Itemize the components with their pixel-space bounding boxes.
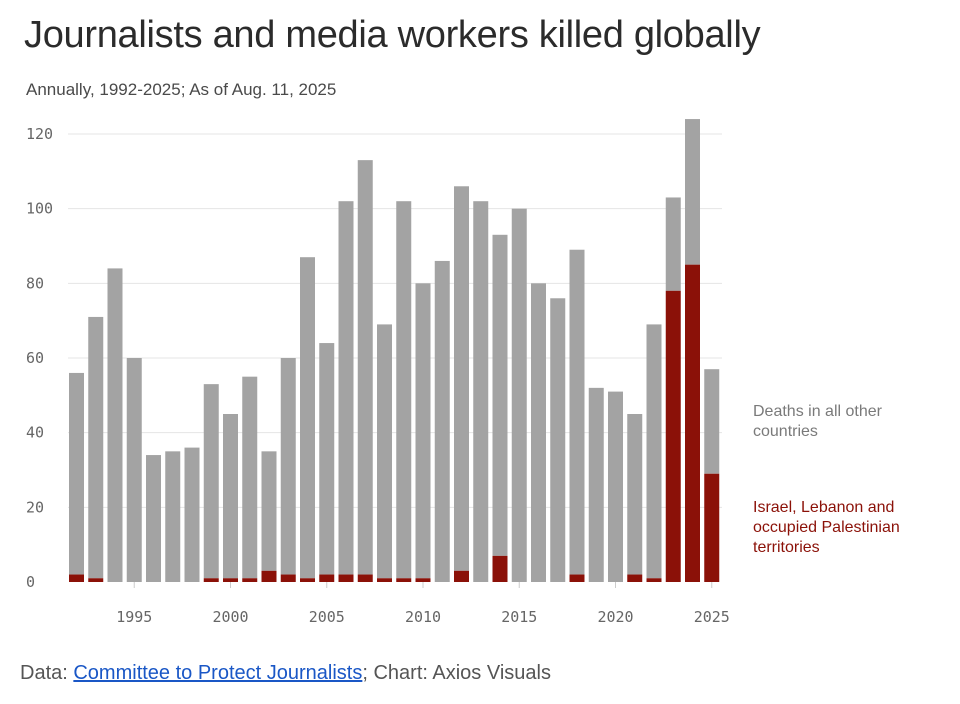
bar-other-1992 xyxy=(69,372,84,575)
bar-other-2002 xyxy=(261,451,277,571)
bar-other-2019 xyxy=(588,387,604,582)
bar-israel-2022 xyxy=(646,578,662,582)
x-tick-label: 2025 xyxy=(694,608,730,626)
bar-other-2016 xyxy=(531,283,546,582)
bar-other-2001 xyxy=(242,376,258,579)
chart-subtitle: Annually, 1992-2025; As of Aug. 11, 2025 xyxy=(26,80,337,99)
bar-israel-2003 xyxy=(280,574,296,582)
bar-other-2007 xyxy=(357,160,373,575)
bar-other-2018 xyxy=(569,249,585,575)
x-tick-label: 2015 xyxy=(501,608,537,626)
bar-other-1994 xyxy=(107,268,123,582)
bar-other-1997 xyxy=(165,451,181,582)
x-tick-label: 2005 xyxy=(309,608,345,626)
bar-other-2015 xyxy=(511,208,527,582)
bar-other-2024 xyxy=(685,119,700,265)
y-tick-label: 60 xyxy=(26,349,44,367)
bar-israel-2010 xyxy=(415,578,431,582)
bar-other-2003 xyxy=(280,358,296,575)
bar-israel-2021 xyxy=(627,574,643,582)
bar-other-2020 xyxy=(608,391,623,582)
bar-other-2009 xyxy=(396,201,412,579)
bar-israel-2009 xyxy=(396,578,412,582)
bar-israel-2012 xyxy=(454,570,469,582)
bar-other-2004 xyxy=(300,257,315,579)
bar-israel-1992 xyxy=(69,574,84,582)
bar-israel-2018 xyxy=(569,574,585,582)
bar-israel-2008 xyxy=(377,578,392,582)
bar-israel-2002 xyxy=(261,570,277,582)
bar-israel-2025 xyxy=(704,473,720,582)
bar-other-1999 xyxy=(203,384,219,579)
bar-israel-1999 xyxy=(203,578,219,582)
bar-other-2017 xyxy=(550,298,566,582)
footer-suffix: ; Chart: Axios Visuals xyxy=(362,662,551,684)
bar-israel-2004 xyxy=(300,578,315,582)
x-tick-label: 1995 xyxy=(116,608,152,626)
bar-other-2023 xyxy=(665,197,681,291)
y-tick-label: 20 xyxy=(26,498,44,516)
bar-other-2010 xyxy=(415,283,431,579)
bar-other-2000 xyxy=(223,414,238,579)
y-tick-label: 0 xyxy=(26,573,35,591)
x-tick-label: 2020 xyxy=(597,608,633,626)
source-link[interactable]: Committee to Protect Journalists xyxy=(73,662,363,684)
y-tick-label: 40 xyxy=(26,424,44,442)
bar-israel-2006 xyxy=(338,574,354,582)
bar-other-2012 xyxy=(454,186,469,571)
x-tick-label: 2010 xyxy=(405,608,441,626)
bar-other-2008 xyxy=(377,324,392,579)
footer-prefix: Data: xyxy=(20,662,74,684)
bar-other-1993 xyxy=(88,316,104,579)
bar-israel-2000 xyxy=(223,578,238,582)
bar-israel-2005 xyxy=(319,574,335,582)
bar-other-2011 xyxy=(434,260,450,582)
bar-other-2013 xyxy=(473,201,489,582)
x-tick-label: 2000 xyxy=(212,608,248,626)
footer-credit: Data: Committee to Protect Journalists; … xyxy=(20,662,551,685)
bar-other-2022 xyxy=(646,324,662,579)
legend-other-countries: Deaths in all other countries xyxy=(753,403,882,440)
bar-other-1996 xyxy=(146,455,161,582)
bar-other-1998 xyxy=(184,447,200,582)
y-tick-label: 100 xyxy=(26,200,53,218)
bar-israel-2001 xyxy=(242,578,258,582)
bar-israel-2007 xyxy=(357,574,373,582)
bar-israel-1993 xyxy=(88,578,104,582)
bar-other-2006 xyxy=(338,201,354,575)
bar-israel-2014 xyxy=(492,555,508,582)
bar-other-1995 xyxy=(126,358,142,582)
chart-title: Journalists and media workers killed glo… xyxy=(24,14,761,56)
bar-other-2025 xyxy=(704,369,720,474)
legend-israel-lebanon-palestine: Israel, Lebanon and occupied Palestinian… xyxy=(753,499,900,556)
bar-other-2014 xyxy=(492,234,508,556)
y-tick-label: 120 xyxy=(26,125,53,143)
y-tick-label: 80 xyxy=(26,274,44,292)
bar-other-2005 xyxy=(319,343,335,575)
stacked-bar-chart: 0 20 40 60 80 100 120 1995 2000 2005 2010 2015 2020 2… xyxy=(26,119,730,626)
bar-other-2021 xyxy=(627,414,643,575)
bar-israel-2023 xyxy=(665,290,681,582)
bar-israel-2024 xyxy=(685,264,700,582)
